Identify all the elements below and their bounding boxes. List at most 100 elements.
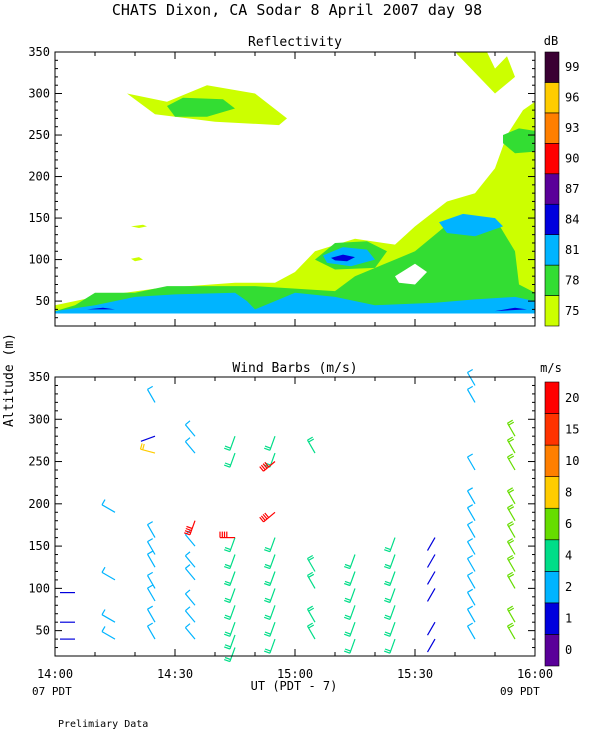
wind-barb-flag: [383, 599, 391, 604]
reflectivity-colorbar: 75 78 81 84 87 90 93 96 99: [544, 51, 579, 327]
wind-barb-flag: [467, 521, 473, 526]
x-sub-right: 09 PDT: [500, 685, 540, 698]
wind-barb: [263, 452, 276, 468]
wind-barb: [223, 588, 236, 604]
wind-barb-staff: [184, 555, 196, 568]
wind-barb-flag: [384, 582, 391, 587]
wind-barb-staff: [101, 614, 116, 623]
y-axis-label: Altitude (m): [2, 333, 17, 427]
colorbar-swatch: [544, 51, 560, 83]
wind-barb-flag: [223, 633, 231, 637]
wind-barb-flag: [507, 436, 513, 441]
wind-barb-flag: [263, 650, 271, 654]
wind-barb-flag: [308, 624, 315, 629]
wind-barb-flag: [185, 606, 191, 612]
x-tick-label: 16:00: [517, 667, 553, 681]
wind-barb-flag: [139, 443, 143, 450]
wind-barb-flag: [344, 566, 351, 570]
y-tick-label: 350: [28, 45, 50, 59]
wind-barb: [343, 605, 356, 620]
wind-barb: [139, 443, 156, 454]
colorbar-tick-label: 99: [565, 60, 579, 74]
figure-title: CHATS Dixon, CA Sodar 8 April 2007 day 9…: [112, 1, 482, 19]
wind-barb-staff: [466, 389, 476, 403]
wind-barb-staff: [349, 621, 356, 637]
wind-barb-flag: [264, 582, 271, 587]
wind-barb-flag: [467, 622, 473, 627]
wind-barb-staff: [466, 372, 476, 386]
colorbar-tick-label: 96: [565, 91, 579, 105]
wind-barb-staff: [184, 441, 196, 454]
wind-axes: 50 100 150 200 250 300 350: [28, 370, 536, 656]
wind-barb-staff: [426, 537, 436, 551]
wind-barb: [384, 554, 396, 570]
wind-barb-staff: [184, 534, 196, 547]
reflectivity-region-84db: [495, 307, 527, 312]
wind-barb-staff: [466, 456, 476, 471]
wind-barb-flag: [263, 633, 271, 637]
wind-barb-staff: [506, 575, 516, 589]
wind-barb-staff: [140, 435, 156, 442]
reflectivity-region-84db: [331, 254, 355, 262]
wind-barb-staff: [229, 435, 236, 451]
y-tick-label: 300: [28, 412, 50, 426]
wind-barb-staff: [229, 452, 236, 468]
wind-barb-staff: [146, 524, 156, 538]
wind-barb-staff: [306, 625, 316, 640]
wind-barb: [101, 626, 116, 640]
wind-barb-staff: [146, 575, 156, 589]
wind-barb: [306, 554, 316, 572]
wind-barb: [383, 605, 396, 620]
wind-barb: [466, 538, 476, 555]
wind-barb-staff: [229, 554, 236, 569]
wind-barb: [426, 621, 436, 636]
wind-barb: [506, 521, 516, 538]
wind-barb-flag: [264, 547, 271, 551]
wind-barb-staff: [466, 592, 476, 606]
wind-barb-flag: [508, 438, 515, 443]
wind-barb: [223, 605, 236, 620]
wind-barb-flag: [142, 443, 145, 450]
wind-barb: [146, 550, 156, 568]
wind-barb-flag: [224, 644, 231, 648]
wind-barb-flag: [467, 504, 473, 509]
wind-barb: [426, 537, 436, 551]
wind-barb-flag: [147, 538, 153, 543]
wind-barb: [223, 452, 236, 468]
wind-barb-flag: [185, 551, 191, 557]
wind-barb: [426, 638, 436, 653]
wind-barb: [506, 419, 516, 437]
wind-barb: [264, 571, 276, 587]
wind-barb-flag: [185, 527, 192, 532]
wind-barb-flag: [224, 563, 231, 568]
wind-barb: [184, 589, 196, 606]
wind-barb: [466, 385, 476, 403]
wind-barb-flag: [185, 437, 191, 443]
wind-barb-flag: [224, 547, 231, 551]
y-tick-label: 100: [28, 581, 50, 595]
wind-barb-flag: [264, 461, 270, 468]
wind-barb-staff: [466, 490, 476, 505]
colorbar-swatch: [544, 381, 560, 414]
wind-barb-staff: [146, 389, 156, 403]
wind-barb-staff: [306, 558, 316, 572]
wind-barb-flag: [508, 421, 515, 426]
wind-barb-staff: [229, 647, 236, 662]
wind-barb-staff: [389, 621, 396, 637]
wind-barb: [263, 588, 276, 604]
wind-barb-staff: [426, 554, 436, 568]
wind-barb-flag: [101, 609, 106, 615]
colorbar-tick-label: 75: [565, 304, 579, 318]
wind-barb: [506, 571, 516, 589]
wind-barb-flag: [344, 582, 351, 587]
colorbar-swatch: [544, 82, 560, 114]
wind-barb-flag: [185, 564, 191, 569]
reflectivity-region-78db: [167, 97, 235, 117]
wind-barb: [224, 554, 236, 570]
wind-barb-flag: [507, 605, 513, 610]
wind-barb-flag: [384, 631, 391, 635]
wind-barb: [343, 638, 356, 654]
wind-barb-flag: [264, 580, 271, 584]
wind-barb-staff: [349, 571, 356, 586]
wind-barb: [384, 571, 396, 587]
